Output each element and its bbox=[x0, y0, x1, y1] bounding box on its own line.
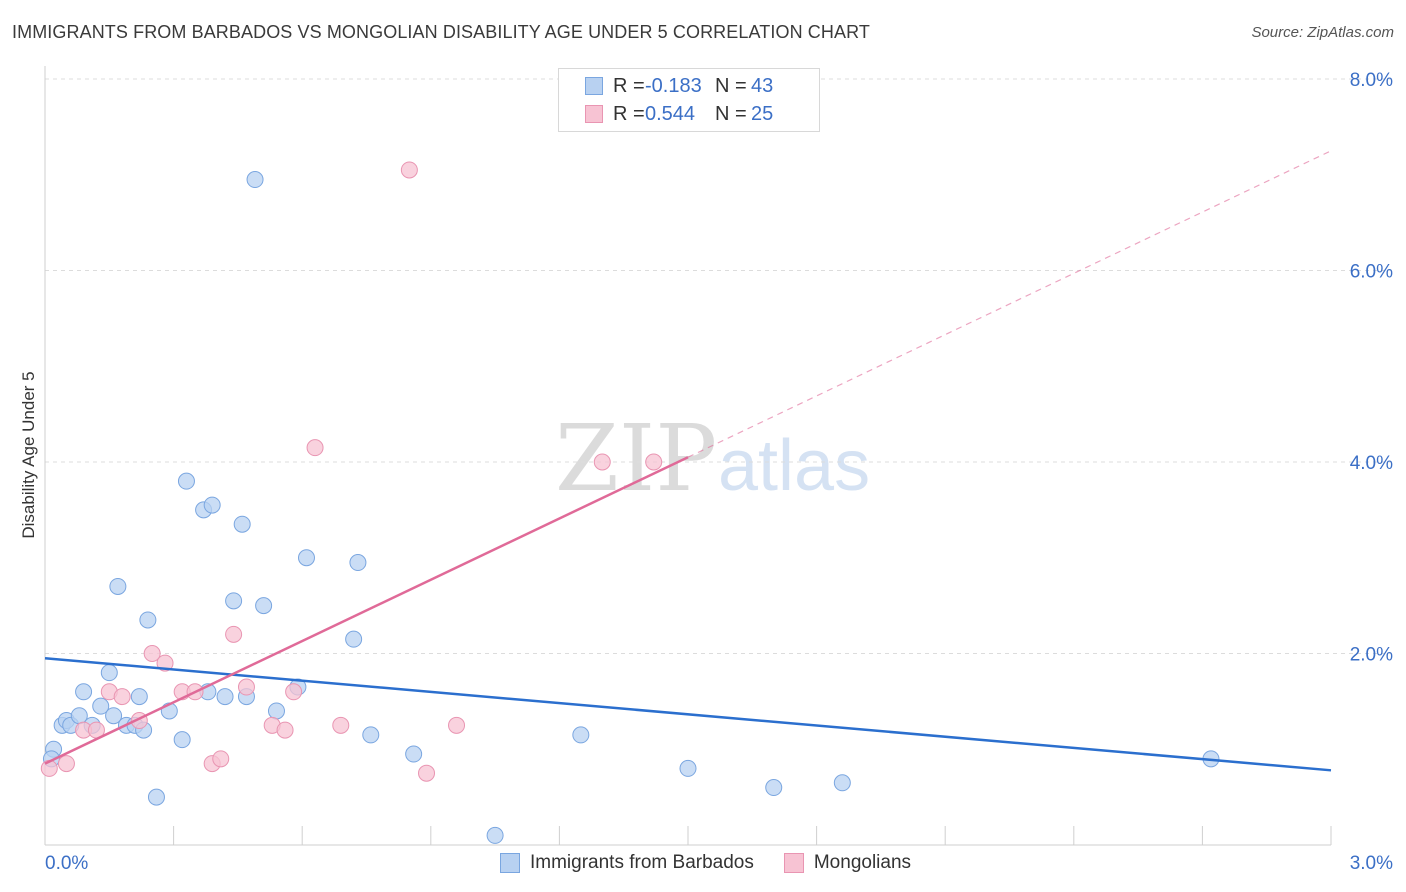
stats-legend: R = -0.183 N = 43 R = 0.544 N = 25 bbox=[558, 68, 820, 132]
mongolian-point bbox=[448, 716, 466, 734]
barbados-point bbox=[147, 788, 165, 806]
mongolian-point bbox=[593, 453, 611, 471]
watermark-atlas: atlas bbox=[718, 426, 870, 506]
barbados-point bbox=[75, 683, 93, 701]
legend-item-barbados: Immigrants from Barbados bbox=[500, 852, 754, 874]
barbados-point bbox=[345, 630, 363, 648]
mongolian-point bbox=[212, 750, 230, 768]
stats-row-barbados: R = -0.183 N = 43 bbox=[585, 74, 773, 98]
n-label: N = bbox=[715, 102, 747, 125]
x-tick-label: 3.0% bbox=[1350, 853, 1393, 874]
watermark-zip: ZIP bbox=[555, 405, 717, 512]
mongolian-point bbox=[285, 683, 303, 701]
n-value: 43 bbox=[751, 74, 774, 97]
barbados-point bbox=[92, 697, 110, 715]
pink-swatch-icon bbox=[585, 105, 603, 123]
mongolian-point bbox=[332, 716, 350, 734]
barbados-point bbox=[216, 688, 234, 706]
barbados-point bbox=[246, 171, 264, 189]
r-label: R = bbox=[613, 74, 645, 97]
barbados-point bbox=[765, 779, 783, 797]
barbados-point bbox=[225, 592, 243, 610]
n-label: N = bbox=[715, 74, 747, 97]
barbados-point bbox=[233, 515, 251, 533]
barbados-point bbox=[139, 611, 157, 629]
pink-swatch-icon bbox=[783, 853, 804, 873]
barbados-point bbox=[203, 496, 221, 514]
barbados-point bbox=[173, 731, 191, 749]
y-tick-label: 6.0% bbox=[1350, 262, 1393, 283]
mongolian-point bbox=[225, 625, 243, 643]
barbados-point bbox=[833, 774, 851, 792]
mongolian-point bbox=[113, 688, 131, 706]
chart-title: IMMIGRANTS FROM BARBADOS VS MONGOLIAN DI… bbox=[12, 22, 870, 42]
barbados-point bbox=[362, 726, 380, 744]
mongolian-point bbox=[237, 678, 255, 696]
barbados-point bbox=[267, 702, 285, 720]
mongolian-point bbox=[645, 453, 663, 471]
barbados-trend-line bbox=[44, 657, 1332, 772]
mongolian-point bbox=[156, 654, 174, 672]
barbados-point bbox=[349, 554, 367, 572]
mongolian-point bbox=[418, 764, 436, 782]
stats-row-mongolians: R = 0.544 N = 25 bbox=[585, 102, 773, 126]
barbados-point bbox=[405, 745, 423, 763]
r-value: 0.544 bbox=[645, 102, 696, 125]
mongolian-point bbox=[400, 161, 418, 179]
r-value: -0.183 bbox=[645, 74, 702, 97]
blue-swatch-icon bbox=[585, 77, 603, 95]
x-tick-label: 0.0% bbox=[45, 853, 88, 874]
legend-label: Mongolians bbox=[813, 852, 912, 873]
mongolian-point bbox=[306, 439, 324, 457]
y-tick-label: 2.0% bbox=[1350, 645, 1393, 666]
blue-swatch-icon bbox=[500, 853, 520, 873]
series-legend: Immigrants from Barbados Mongolians bbox=[500, 852, 941, 874]
mongolian-point bbox=[57, 755, 75, 773]
mongolian-trend-extension bbox=[687, 150, 1332, 458]
source-label: Source: ZipAtlas.com bbox=[1251, 24, 1394, 41]
n-value: 25 bbox=[751, 102, 774, 125]
y-tick-label: 4.0% bbox=[1350, 453, 1393, 474]
barbados-point bbox=[109, 577, 127, 595]
legend-item-mongolians: Mongolians bbox=[783, 852, 912, 874]
y-tick-label: 8.0% bbox=[1350, 70, 1393, 91]
mongolian-trend-line bbox=[44, 456, 689, 765]
mongolian-point bbox=[276, 721, 294, 739]
barbados-point bbox=[572, 726, 590, 744]
r-label: R = bbox=[613, 102, 645, 125]
mongolian-point bbox=[143, 645, 161, 662]
barbados-point bbox=[297, 549, 315, 567]
barbados-point bbox=[177, 472, 195, 490]
barbados-point bbox=[100, 664, 118, 682]
legend-label: Immigrants from Barbados bbox=[530, 852, 754, 873]
y-axis-label: Disability Age Under 5 bbox=[19, 371, 38, 538]
barbados-point bbox=[255, 597, 273, 615]
barbados-point bbox=[130, 688, 148, 706]
barbados-point bbox=[105, 707, 123, 725]
barbados-point bbox=[679, 759, 697, 777]
barbados-point bbox=[486, 826, 504, 844]
